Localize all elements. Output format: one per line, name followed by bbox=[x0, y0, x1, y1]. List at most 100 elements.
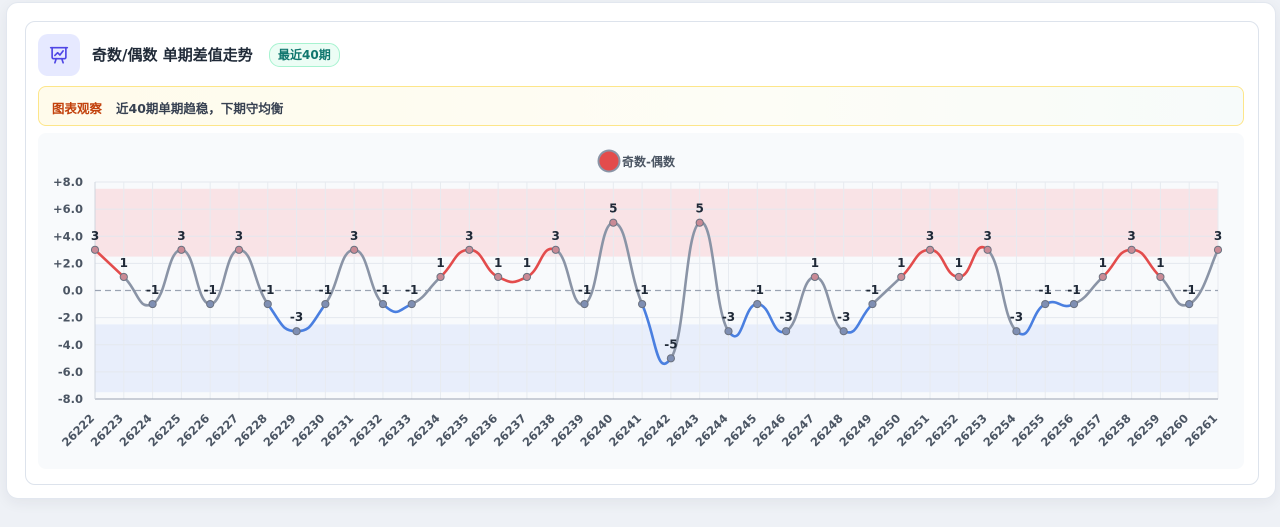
data-point bbox=[551, 245, 560, 254]
series-line-segment bbox=[986, 248, 1018, 333]
series-line-segment bbox=[180, 248, 212, 306]
data-point bbox=[1127, 245, 1136, 254]
data-point bbox=[206, 299, 215, 309]
data-label: 1 bbox=[1099, 256, 1107, 270]
data-point bbox=[897, 272, 906, 282]
data-point bbox=[666, 354, 675, 363]
data-point bbox=[1041, 299, 1050, 309]
data-point bbox=[580, 299, 589, 309]
data-label: 5 bbox=[609, 202, 617, 216]
data-point bbox=[522, 272, 532, 282]
data-point bbox=[263, 299, 272, 309]
data-point bbox=[90, 245, 100, 254]
data-point bbox=[868, 299, 877, 309]
data-point bbox=[378, 299, 388, 309]
data-label: -1 bbox=[866, 283, 879, 297]
legend-marker bbox=[597, 149, 621, 173]
series-line-segment bbox=[1187, 248, 1220, 306]
data-point bbox=[1156, 272, 1165, 282]
data-point bbox=[609, 218, 618, 227]
data-label: 3 bbox=[926, 229, 934, 243]
series-line-segment bbox=[669, 221, 701, 360]
data-label: -3 bbox=[722, 310, 735, 324]
y-tick-label: +4.0 bbox=[53, 229, 83, 243]
data-label: 1 bbox=[955, 256, 963, 270]
band-upper bbox=[95, 188, 1218, 257]
y-tick-label: -6.0 bbox=[58, 365, 83, 379]
data-point bbox=[1213, 245, 1223, 254]
chart-area: +8.0 +6.0 +4.0 +2.0 0.0 -2.0 -4.0 -6.0 -8.0 26222… bbox=[38, 133, 1244, 469]
data-label: 1 bbox=[436, 256, 444, 270]
data-label: -3 bbox=[779, 310, 792, 324]
data-point bbox=[839, 327, 848, 336]
data-label: -5 bbox=[664, 337, 677, 351]
presentation-chart-icon bbox=[38, 34, 80, 76]
data-label: -1 bbox=[376, 283, 389, 297]
data-label: 3 bbox=[177, 229, 185, 243]
data-point bbox=[724, 327, 733, 336]
data-point bbox=[177, 245, 186, 254]
data-point bbox=[321, 299, 330, 309]
data-label: 1 bbox=[120, 256, 128, 270]
data-label: 3 bbox=[1127, 229, 1135, 243]
data-label: -1 bbox=[578, 283, 591, 297]
data-point bbox=[350, 245, 359, 254]
data-label: 3 bbox=[552, 229, 560, 243]
observation-tag: 图表观察 bbox=[52, 101, 103, 116]
data-point bbox=[234, 245, 244, 254]
data-point bbox=[436, 272, 445, 282]
data-label: 3 bbox=[465, 229, 473, 243]
data-label: 1 bbox=[897, 256, 905, 270]
observation-text: 近40期单期趋稳，下期守均衡 bbox=[116, 101, 284, 116]
band-lower bbox=[95, 324, 1218, 393]
data-label: 1 bbox=[494, 256, 502, 270]
data-point bbox=[925, 245, 935, 254]
data-label: -1 bbox=[319, 283, 332, 297]
data-point bbox=[1098, 272, 1107, 282]
data-label: -1 bbox=[405, 283, 418, 297]
data-label: -3 bbox=[290, 310, 303, 324]
y-tick-label: -4.0 bbox=[58, 338, 83, 352]
data-label: -1 bbox=[204, 283, 217, 297]
series-line-segment bbox=[640, 302, 673, 366]
data-point bbox=[465, 245, 474, 254]
series-line-segment bbox=[1043, 300, 1076, 308]
series-line-segment bbox=[381, 302, 414, 314]
series-line-segment bbox=[727, 302, 759, 338]
data-point bbox=[695, 218, 704, 227]
series-line-segment bbox=[698, 221, 730, 333]
chart-title: 奇数/偶数 单期差值走势 bbox=[92, 46, 253, 64]
data-point bbox=[1069, 299, 1079, 309]
data-label: 3 bbox=[91, 229, 99, 243]
data-label: 3 bbox=[1214, 229, 1222, 243]
data-label: -3 bbox=[837, 310, 850, 324]
data-point bbox=[148, 299, 157, 309]
data-label: -1 bbox=[1039, 283, 1052, 297]
legend-label: 奇数-偶数 bbox=[622, 154, 676, 169]
data-label: -3 bbox=[1010, 310, 1023, 324]
y-tick-label: +2.0 bbox=[53, 256, 83, 270]
y-tick-label: +6.0 bbox=[53, 202, 83, 216]
data-label: 3 bbox=[983, 229, 991, 243]
data-label: -1 bbox=[1067, 283, 1080, 297]
data-label: 1 bbox=[1156, 256, 1164, 270]
observation-banner: 图表观察 近40期单期趋稳，下期守均衡 bbox=[38, 86, 1244, 126]
data-point bbox=[1012, 327, 1021, 336]
data-point bbox=[292, 327, 301, 336]
series-line-segment bbox=[612, 221, 644, 306]
data-label: -1 bbox=[261, 283, 274, 297]
chart-card: 奇数/偶数 单期差值走势 最近40期 图表观察 近40期单期趋稳，下期守均衡 +… bbox=[25, 21, 1259, 485]
data-label: -1 bbox=[635, 283, 648, 297]
y-tick-label: -8.0 bbox=[58, 392, 83, 406]
series-line-segment bbox=[871, 275, 903, 306]
y-tick-label: 0.0 bbox=[63, 284, 83, 298]
data-label: 1 bbox=[811, 256, 819, 270]
data-label: 1 bbox=[523, 256, 531, 270]
data-point bbox=[494, 272, 503, 282]
series-line-segment bbox=[496, 275, 529, 284]
data-point bbox=[638, 299, 647, 309]
data-point bbox=[1185, 299, 1194, 309]
page-panel: 奇数/偶数 单期差值走势 最近40期 图表观察 近40期单期趋稳，下期守均衡 +… bbox=[6, 2, 1276, 499]
series-line-segment bbox=[208, 248, 241, 306]
line-chart: +8.0+6.0+4.0+2.00.0-2.0-4.0-6.0-8.026222… bbox=[53, 149, 1223, 449]
